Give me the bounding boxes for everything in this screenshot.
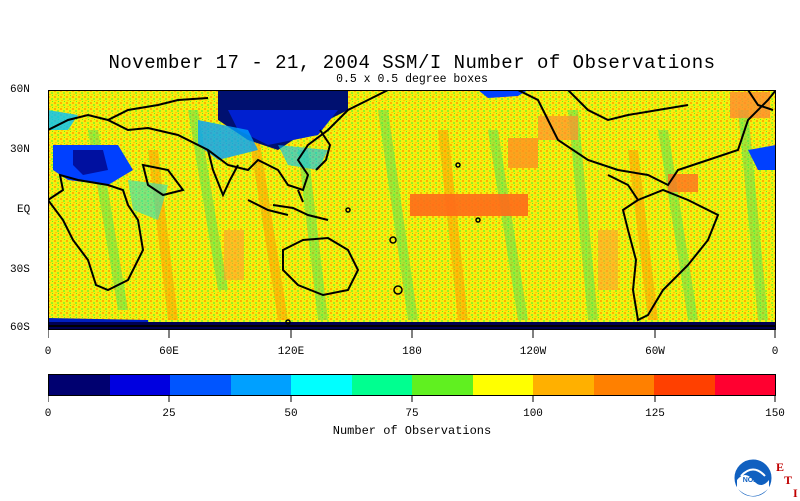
swath-pattern: [88, 110, 768, 320]
colorbar-label-75: 75: [405, 408, 419, 420]
x-axis-ticks: [48, 330, 776, 338]
colorbar-segment-10: [654, 375, 715, 395]
colorbar-ticks: [48, 396, 776, 402]
colorbar-segment-1: [109, 375, 170, 395]
y-label-eq: EQ: [17, 204, 31, 216]
x-label-0: 0: [44, 346, 52, 358]
colorbar-segment-7: [472, 375, 533, 395]
x-label-60e: 60E: [159, 346, 179, 358]
colorbar-segment-8: [533, 375, 594, 395]
colorbar-label-25: 25: [162, 408, 176, 420]
colorbar-segment-9: [593, 375, 654, 395]
x-label-0-end: 0: [771, 346, 779, 358]
colorbar-label-100: 100: [523, 408, 543, 420]
chart-subtitle: 0.5 x 0.5 degree boxes: [336, 73, 488, 86]
colorbar: [48, 374, 776, 396]
y-label-30s: 30S: [10, 264, 30, 276]
colorbar-segment-5: [351, 375, 412, 395]
colorbar-segment-3: [230, 375, 291, 395]
y-label-30n: 30N: [10, 144, 30, 156]
x-label-120e: 120E: [277, 346, 305, 358]
colorbar-segment-4: [291, 375, 352, 395]
colorbar-segment-6: [412, 375, 473, 395]
colorbar-label-125: 125: [645, 408, 665, 420]
colorbar-label-0: 0: [44, 408, 52, 420]
eti-letter-t: T: [784, 473, 793, 487]
x-label-180: 180: [402, 346, 422, 358]
high-count-regions: [224, 92, 770, 290]
y-label-60s: 60S: [10, 322, 30, 334]
eti-letter-i: I: [793, 486, 798, 500]
islands: [285, 162, 481, 325]
map-svg: [48, 90, 776, 330]
colorbar-segment-0: [49, 375, 110, 395]
x-label-120w: 120W: [519, 346, 547, 358]
colorbar-segment-11: [714, 375, 775, 395]
x-label-60w: 60W: [645, 346, 665, 358]
noaa-logo-text: NOAA: [743, 477, 764, 484]
colorbar-label-150: 150: [765, 408, 785, 420]
eti-letter-e: E: [776, 460, 785, 474]
map-frame: [48, 90, 776, 330]
colorbar-segment-2: [170, 375, 231, 395]
noaa-logo-icon: NOAA: [733, 458, 773, 498]
chart-title: November 17 - 21, 2004 SSM/I Number of O…: [108, 52, 716, 74]
y-label-60n: 60N: [10, 84, 30, 96]
colorbar-label-50: 50: [284, 408, 298, 420]
colorbar-title: Number of Observations: [332, 424, 492, 438]
coastlines: [48, 90, 776, 327]
observation-map: [48, 90, 776, 330]
